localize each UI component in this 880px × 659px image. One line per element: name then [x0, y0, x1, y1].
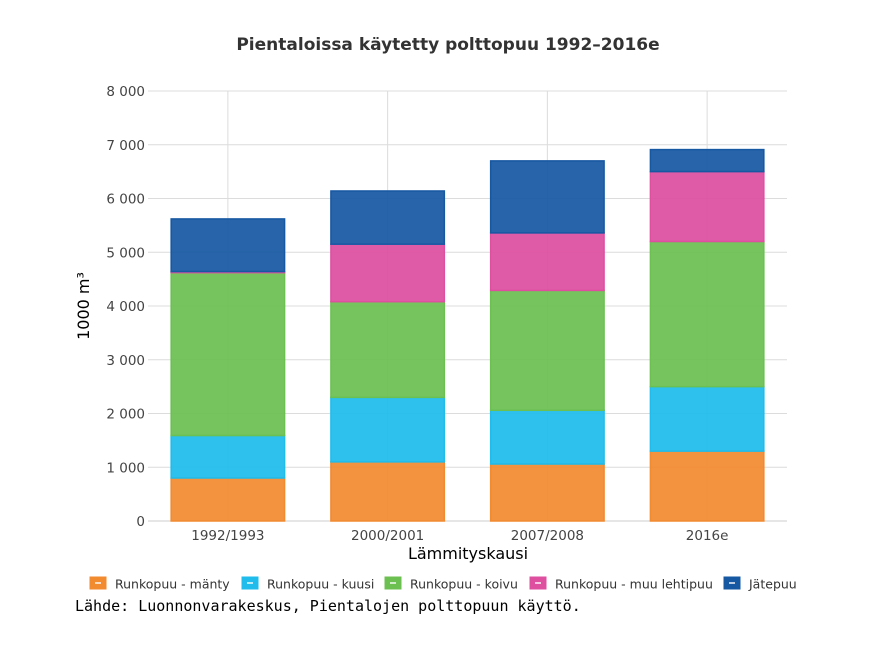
bar-segment — [649, 385, 765, 452]
y-tick-label: 2 000 — [106, 407, 145, 423]
bar-segment — [170, 271, 286, 437]
y-tick-label: 4 000 — [106, 299, 145, 315]
bar-segment — [649, 240, 765, 388]
bar-segment — [170, 477, 286, 522]
legend-label: Runkopuu - koivu — [410, 577, 518, 592]
legend-label: Runkopuu - kuusi — [267, 577, 374, 592]
y-tick-label: 5 000 — [106, 245, 145, 261]
bar-segment — [330, 300, 446, 399]
bar-segment — [330, 396, 446, 463]
y-axis-ticks: 0 1 000 2 000 3 000 4 000 5 000 6 000 7 000 8 00… — [106, 84, 145, 530]
x-tick-label: 1992/1993 — [191, 528, 264, 544]
y-tick-label: 8 000 — [106, 84, 145, 100]
bar-segment — [649, 148, 765, 173]
bars — [170, 148, 765, 522]
legend-item: Runkopuu - koivu — [383, 575, 518, 592]
bar-segment — [170, 218, 286, 273]
y-axis-label: 1000 m³ — [74, 272, 93, 340]
bar-segment — [489, 409, 605, 465]
bar-segment — [330, 461, 446, 522]
chart-title: Pientaloissa käytetty polttopuu 1992–201… — [236, 35, 659, 55]
x-axis-label: Lämmityskausi — [408, 544, 528, 563]
bar-segment — [170, 434, 286, 479]
y-tick-label: 3 000 — [106, 353, 145, 369]
legend: Runkopuu - mänty Runkopuu - kuusi Runkopuu… — [88, 575, 797, 592]
legend-label: Jätepuu — [748, 577, 797, 592]
bar-segment — [489, 289, 605, 412]
legend-item: Jätepuu — [722, 575, 797, 592]
y-tick-label: 1 000 — [106, 460, 145, 476]
x-tick-label: 2016e — [686, 528, 729, 544]
x-tick-label: 2000/2001 — [351, 528, 424, 544]
source-note: Lähde: Luonnonvarakeskus, Pientalojen po… — [75, 597, 581, 615]
x-tick-label: 2007/2008 — [511, 528, 584, 544]
bar-segment — [330, 190, 446, 245]
y-tick-label: 0 — [136, 514, 145, 530]
bar-segment — [489, 463, 605, 522]
y-tick-label: 6 000 — [106, 192, 145, 208]
x-axis-ticks: 1992/1993 2000/2001 2007/2008 2016e — [191, 528, 728, 544]
legend-item: Runkopuu - muu lehtipuu — [528, 575, 713, 592]
bar-segment — [649, 450, 765, 522]
bar-segment — [649, 170, 765, 243]
bar-segment — [330, 243, 446, 303]
bar-segment — [489, 232, 605, 292]
bar-segment — [489, 160, 605, 234]
legend-item: Runkopuu - kuusi — [240, 575, 374, 592]
legend-label: Runkopuu - mänty — [115, 577, 230, 592]
legend-item: Runkopuu - mänty — [88, 575, 230, 592]
y-tick-label: 7 000 — [106, 138, 145, 154]
legend-label: Runkopuu - muu lehtipuu — [555, 577, 713, 592]
